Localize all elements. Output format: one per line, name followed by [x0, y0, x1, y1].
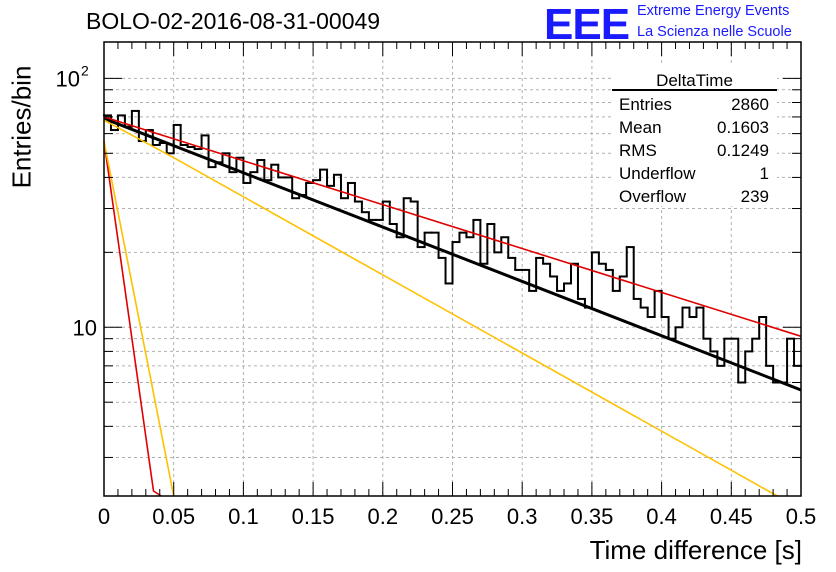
stats-row-label: RMS: [619, 141, 657, 160]
stats-row-value: 2860: [731, 95, 769, 114]
eee-logo-line1: Extreme Energy Events: [637, 3, 790, 19]
x-tick-label: 0.3: [507, 504, 538, 529]
x-tick-label: 0.35: [570, 504, 613, 529]
x-tick-label: 0.25: [431, 504, 474, 529]
stats-row-label: Mean: [619, 118, 662, 137]
x-tick-label: 0.05: [152, 504, 195, 529]
stats-row-value: 239: [741, 187, 769, 206]
x-tick-label: 0.4: [646, 504, 677, 529]
x-tick-label: 0: [98, 504, 110, 529]
stats-row-label: Underflow: [619, 164, 696, 183]
axes: 0 0.05 0.1 0.15 0.2 0.25 0.3 0.35 0.4 0.45 0.51010…: [56, 41, 817, 529]
x-tick-label: 0.1: [228, 504, 259, 529]
histogram-title: BOLO-02-2016-08-31-00049: [86, 8, 381, 34]
fit-curve: [103, 119, 778, 497]
fit-curve: [103, 117, 802, 392]
eee-logo: EEE: [544, 0, 630, 49]
stats-row-label: Overflow: [619, 187, 687, 206]
stats-box-name: DeltaTime: [656, 71, 733, 90]
eee-logo-line2: La Scienza nelle Scuole: [637, 24, 792, 40]
stats-box: DeltaTime Entries 2860 Mean 0.1603 RMS 0.1249 U…: [612, 66, 777, 206]
stats-row-value: 0.1249: [717, 141, 769, 160]
y-tick-label: 10: [56, 66, 80, 91]
x-tick-label: 0.2: [368, 504, 399, 529]
x-tick-label: 0.15: [292, 504, 335, 529]
fit-curve: [103, 140, 162, 497]
histogram-bars: [103, 109, 802, 384]
stats-row-value: 1: [760, 164, 769, 183]
stats-row-label: Entries: [619, 95, 672, 114]
stats-row-value: 0.1603: [717, 118, 769, 137]
y-tick-label-exponent: 2: [81, 62, 89, 78]
fit-curve: [103, 116, 802, 338]
fit-curve: [103, 140, 175, 497]
fit-curves: [103, 116, 802, 497]
x-tick-label: 0.45: [710, 504, 753, 529]
x-tick-label: 0.5: [786, 504, 817, 529]
y-tick-label: 10: [73, 315, 97, 340]
x-axis-label: Time difference [s]: [589, 535, 802, 565]
